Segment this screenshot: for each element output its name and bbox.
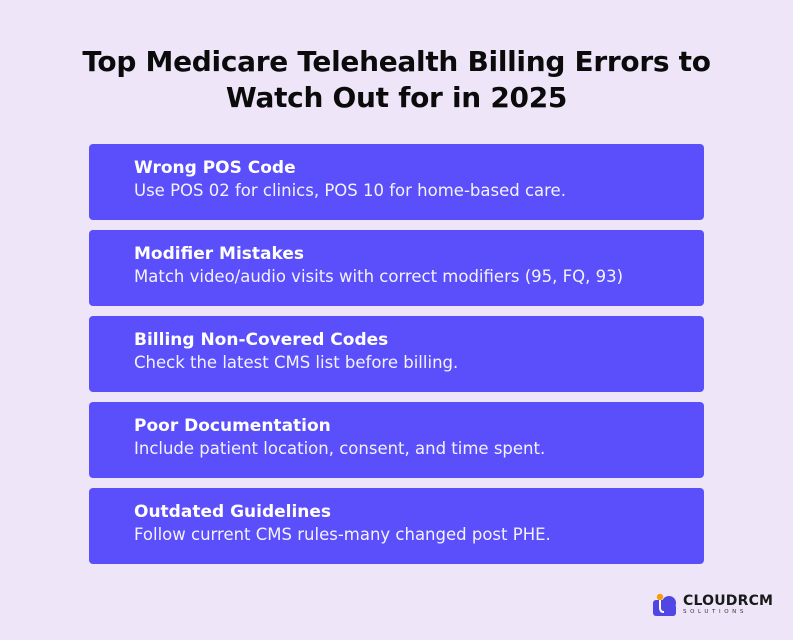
logo-name: CLOUDRCM [683, 593, 774, 610]
page-title-line-2: Watch Out for in 2025 [225, 81, 568, 114]
card-description: Check the latest CMS list before billing… [134, 353, 459, 372]
error-card-poor-documentation: Poor Documentation Include patient locat… [89, 402, 704, 478]
cloud-logo-icon [653, 593, 676, 616]
logo-subtitle: SOLUTIONS [683, 609, 747, 616]
error-card-list: Wrong POS Code Use POS 02 for clinics, P… [89, 144, 704, 574]
card-heading: Outdated Guidelines [134, 502, 332, 522]
page-title-line-1: Top Medicare Telehealth Billing Errors t… [82, 45, 711, 78]
error-card-wrong-pos-code: Wrong POS Code Use POS 02 for clinics, P… [89, 144, 704, 220]
logo-text: CLOUDRCM SOLUTIONS [683, 594, 773, 616]
error-card-outdated-guidelines: Outdated Guidelines Follow current CMS r… [89, 488, 704, 564]
card-heading: Billing Non-Covered Codes [134, 330, 389, 350]
page-title: Top Medicare Telehealth Billing Errors t… [0, 44, 793, 116]
card-description: Follow current CMS rules-many changed po… [134, 525, 551, 544]
card-description: Include patient location, consent, and t… [134, 439, 546, 458]
error-card-modifier-mistakes: Modifier Mistakes Match video/audio visi… [89, 230, 704, 306]
card-description: Match video/audio visits with correct mo… [134, 267, 624, 286]
error-card-non-covered-codes: Billing Non-Covered Codes Check the late… [89, 316, 704, 392]
card-heading: Wrong POS Code [134, 158, 296, 178]
card-heading: Modifier Mistakes [134, 244, 304, 264]
card-heading: Poor Documentation [134, 416, 331, 436]
card-description: Use POS 02 for clinics, POS 10 for home-… [134, 181, 566, 200]
brand-logo: CLOUDRCM SOLUTIONS [650, 590, 773, 620]
